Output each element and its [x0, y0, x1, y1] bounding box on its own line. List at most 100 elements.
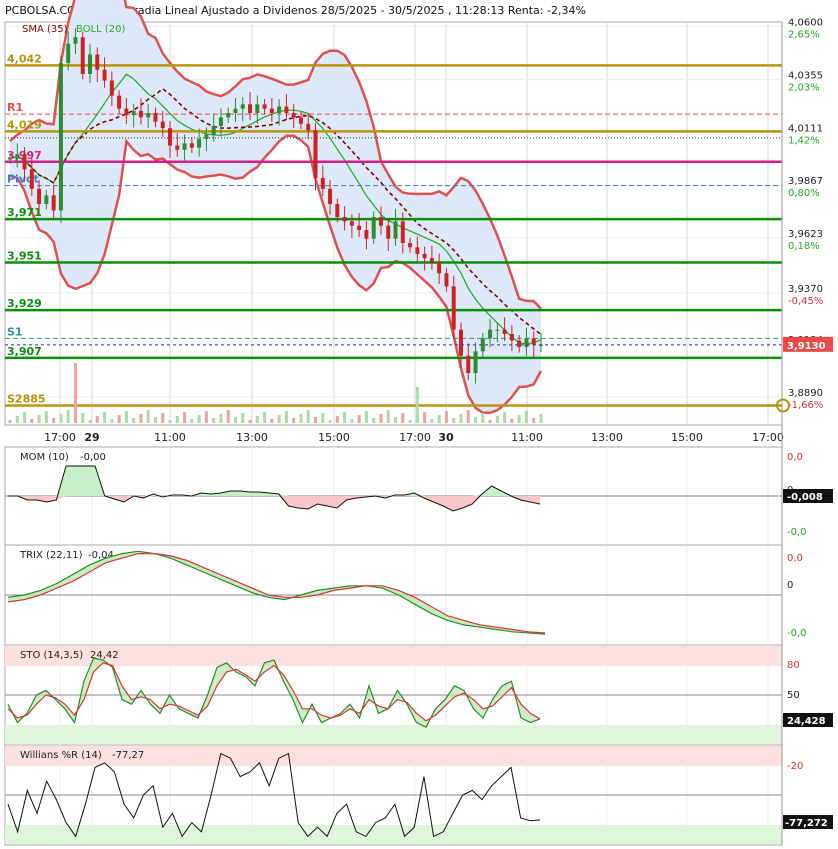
volume-bar: [103, 412, 107, 423]
candle-body: [291, 113, 296, 118]
volume-bar: [524, 411, 528, 423]
candle-body: [138, 110, 143, 118]
candle-body: [233, 108, 238, 113]
panel-axis-label: -0,0: [787, 527, 807, 538]
candle-body: [95, 54, 100, 70]
volume-bar: [343, 412, 347, 423]
candle-body: [284, 106, 289, 113]
candle-body: [168, 128, 173, 146]
level-label: 4,019: [7, 118, 42, 131]
volume-bar: [233, 417, 237, 423]
candle-body: [531, 338, 536, 345]
volume-bar: [37, 415, 41, 423]
candle-body: [182, 143, 187, 150]
volume-bar: [153, 417, 157, 423]
volume-bar: [372, 418, 376, 423]
candle-body: [240, 104, 245, 109]
panel-axis-label: 50: [787, 690, 800, 701]
y-tick-label: 4,0355: [788, 70, 823, 81]
bollinger-lower-line: [9, 134, 543, 415]
candle-body: [197, 139, 202, 148]
volume-bar: [219, 414, 223, 423]
mom-negative-fill: [8, 496, 540, 511]
volume-bar: [284, 411, 288, 423]
x-tick-label: 13:00: [591, 431, 623, 444]
volume-bar: [386, 410, 390, 423]
candle-body: [371, 217, 376, 239]
volume-bar: [444, 411, 448, 423]
candle-body: [211, 126, 216, 135]
volume-bar: [190, 419, 194, 423]
candle-body: [58, 63, 63, 211]
candle-body: [517, 340, 522, 347]
volume-bar: [132, 418, 136, 423]
panel-axis-label: -20: [787, 761, 803, 772]
volume-bar: [23, 412, 27, 423]
panel-title: TRIX (22,11): [19, 550, 83, 561]
candle-body: [393, 221, 398, 239]
volume-bar: [81, 413, 85, 423]
candle-body: [204, 134, 209, 139]
candle-body: [422, 253, 427, 259]
williams-line: [7, 752, 541, 838]
y-tick-label: 4,0600: [788, 17, 823, 28]
zone-band: [5, 646, 782, 666]
candle-body: [473, 351, 478, 373]
x-tick-label: 30: [438, 431, 454, 444]
volume-bar: [161, 413, 165, 423]
volume-bar: [212, 418, 216, 423]
candle-body: [80, 37, 85, 74]
bollinger-upper-line: [9, 0, 542, 310]
candle-body: [466, 355, 471, 373]
level-label: S1: [7, 325, 23, 338]
level-label: 3,951: [7, 250, 42, 263]
last-price-label: 3,9130: [787, 341, 826, 352]
volume-bar: [415, 387, 419, 423]
volume-bar: [379, 414, 383, 423]
panel-axis-label: 0: [787, 580, 793, 591]
mom-last-label: -0,008: [787, 492, 823, 503]
panel-value: -77,27: [112, 750, 144, 761]
last-price-tag: [783, 336, 833, 352]
x-tick-label: 11:00: [511, 431, 543, 444]
candle-body: [248, 104, 253, 113]
volume-bar: [146, 410, 150, 423]
y-tick-label: 3,9867: [788, 176, 823, 187]
volume-bar: [466, 410, 470, 423]
candle-body: [269, 108, 274, 113]
volume-bar: [124, 411, 128, 423]
candle-body: [451, 286, 456, 330]
panel-title: STO (14,3,5): [20, 650, 83, 661]
candle-body: [495, 329, 500, 331]
pct-tick-label: 2,65%: [788, 29, 820, 40]
candle-body: [88, 54, 93, 74]
candle-body: [386, 225, 391, 239]
volume-bar: [59, 414, 63, 423]
candle-body: [117, 95, 122, 109]
pct-tick-label: 0,80%: [788, 188, 820, 199]
candle-body: [400, 221, 405, 243]
volume-bar: [175, 416, 179, 423]
target-circle-icon: [776, 398, 790, 413]
volume-bar: [430, 419, 434, 423]
volume-bar: [204, 411, 208, 423]
volume-bar: [335, 416, 339, 423]
legend-sma: SMA (35): [22, 24, 68, 35]
panel-axis-label: -0,0: [787, 628, 807, 639]
bollinger-mid-line: [9, 73, 542, 345]
level-label: 4,042: [7, 52, 42, 65]
candle-body: [102, 69, 107, 81]
pct-tick-label: 2,03%: [788, 82, 820, 93]
volume-bar: [292, 418, 296, 423]
candle-body: [153, 113, 158, 122]
volume-bar: [226, 410, 230, 423]
candle-body: [160, 121, 165, 129]
pct-tick-label: 1,42%: [788, 135, 820, 146]
volume-bar: [423, 412, 427, 423]
volume-bar: [539, 414, 543, 423]
candle-body: [29, 169, 34, 189]
candle-body: [15, 154, 20, 159]
volume-bar: [510, 419, 514, 423]
volume-bar: [73, 363, 77, 423]
